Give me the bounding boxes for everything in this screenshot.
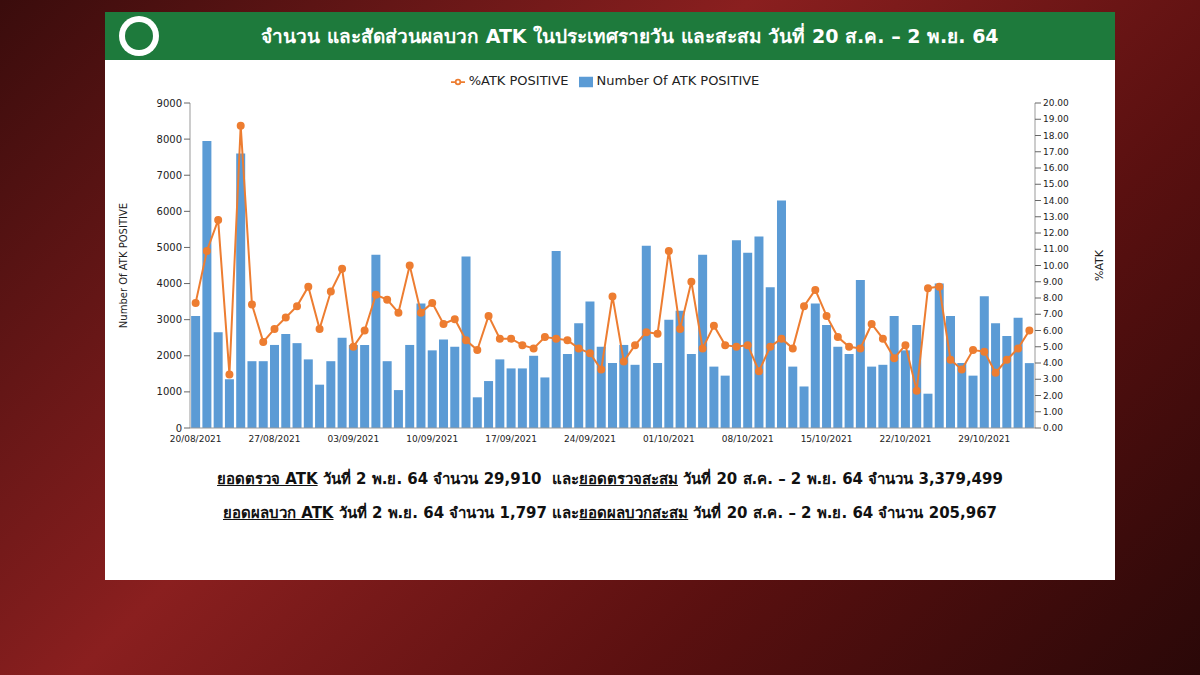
svg-text:17/09/2021: 17/09/2021 <box>485 434 537 444</box>
svg-text:3.00: 3.00 <box>1043 374 1063 384</box>
html-text:ยอดตรวจ ATK วันที่ 2 พ.ย. 64 จ: ยอดตรวจ ATK วันที่ 2 พ.ย. 64 จำนวน 29,91… <box>217 470 1003 488</box>
svg-text:Number Of ATK POSITIVE: Number Of ATK POSITIVE <box>118 203 129 328</box>
svg-text:7000: 7000 <box>157 170 182 181</box>
svg-text:11.00: 11.00 <box>1043 244 1069 254</box>
svg-text:2.00: 2.00 <box>1043 391 1063 401</box>
svg-text:4000: 4000 <box>157 278 182 289</box>
html-text:ยอดผลบวก ATK วันที่ 2 พ.ย. 64: ยอดผลบวก ATK วันที่ 2 พ.ย. 64 จำนวน 1,79… <box>223 504 997 522</box>
svg-text:7.00: 7.00 <box>1043 309 1063 319</box>
svg-text:5000: 5000 <box>157 242 182 253</box>
svg-text:10/09/2021: 10/09/2021 <box>406 434 458 444</box>
svg-text:0.00: 0.00 <box>1043 423 1063 433</box>
svg-text:8000: 8000 <box>157 134 182 145</box>
html-text:%ATK POSITIVE: %ATK POSITIVE <box>468 73 569 88</box>
svg-text:20.00: 20.00 <box>1043 98 1069 108</box>
svg-text:2000: 2000 <box>157 350 182 361</box>
html-text:จำนวน และสัดส่วนผลบวก ATK ในปร: จำนวน และสัดส่วนผลบวก ATK ในประเทศรายวัน… <box>261 25 999 47</box>
svg-text:4.00: 4.00 <box>1043 358 1063 368</box>
svg-text:6000: 6000 <box>157 206 182 217</box>
svg-text:9.00: 9.00 <box>1043 277 1063 287</box>
svg-text:15.00: 15.00 <box>1043 179 1069 189</box>
svg-text:3000: 3000 <box>157 314 182 325</box>
svg-text:13.00: 13.00 <box>1043 212 1069 222</box>
svg-text:16.00: 16.00 <box>1043 163 1069 173</box>
svg-text:6.00: 6.00 <box>1043 326 1063 336</box>
svg-text:24/09/2021: 24/09/2021 <box>564 434 616 444</box>
svg-text:20/08/2021: 20/08/2021 <box>170 434 222 444</box>
svg-text:1000: 1000 <box>157 386 182 397</box>
svg-text:5.00: 5.00 <box>1043 342 1063 352</box>
svg-text:18.00: 18.00 <box>1043 131 1069 141</box>
svg-text:29/10/2021: 29/10/2021 <box>958 434 1010 444</box>
svg-text:12.00: 12.00 <box>1043 228 1069 238</box>
svg-text:17.00: 17.00 <box>1043 147 1069 157</box>
svg-text:27/08/2021: 27/08/2021 <box>249 434 301 444</box>
svg-text:9000: 9000 <box>157 98 182 109</box>
svg-text:22/10/2021: 22/10/2021 <box>879 434 931 444</box>
svg-text:8.00: 8.00 <box>1043 293 1063 303</box>
svg-text:14.00: 14.00 <box>1043 196 1069 206</box>
html-text:Number Of ATK POSITIVE: Number Of ATK POSITIVE <box>596 73 760 88</box>
svg-text:01/10/2021: 01/10/2021 <box>643 434 695 444</box>
svg-text:0: 0 <box>176 423 182 434</box>
svg-text:19.00: 19.00 <box>1043 114 1069 124</box>
svg-text:15/10/2021: 15/10/2021 <box>801 434 853 444</box>
svg-text:08/10/2021: 08/10/2021 <box>722 434 774 444</box>
svg-text:10.00: 10.00 <box>1043 261 1069 271</box>
svg-text:03/09/2021: 03/09/2021 <box>327 434 379 444</box>
svg-text:1.00: 1.00 <box>1043 407 1063 417</box>
svg-text:%ATK: %ATK <box>1093 249 1106 281</box>
